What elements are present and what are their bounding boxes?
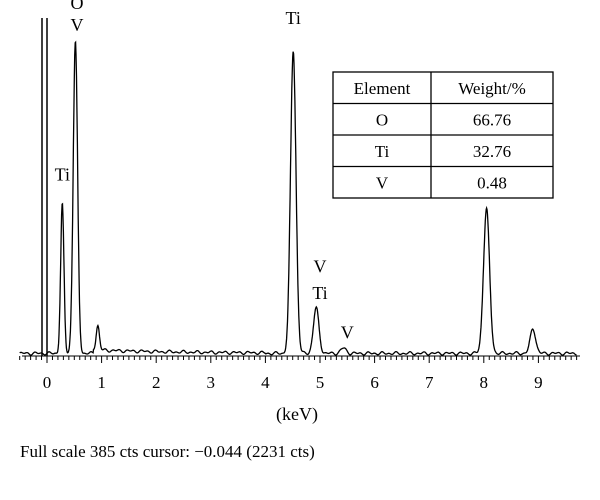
table-cell: 66.76 [473, 110, 511, 129]
table-cell: 32.76 [473, 142, 511, 161]
x-tick-label: 6 [370, 373, 379, 392]
table-header-cell: Weight/% [458, 79, 526, 98]
peak-label: V [71, 15, 84, 35]
x-tick-label: 2 [152, 373, 161, 392]
x-tick-label: 3 [207, 373, 216, 392]
x-tick-label: 1 [97, 373, 106, 392]
table-cell: Ti [375, 142, 390, 161]
composition-table: Element Weight/% O 66.76 Ti 32.76 V 0.48 [332, 71, 554, 199]
table-cell: V [376, 173, 389, 192]
x-tick-label: 7 [425, 373, 434, 392]
x-tick-label: 4 [261, 373, 270, 392]
x-tick-label: 9 [534, 373, 543, 392]
peak-label: Ti [286, 8, 301, 28]
table-cell: O [376, 110, 388, 129]
full-scale-text: Full scale 385 cts [20, 442, 139, 461]
x-tick-label: 0 [43, 373, 52, 392]
x-tick-label: 8 [480, 373, 489, 392]
peak-label: Ti [312, 283, 327, 303]
cursor-readout: cursor: −0.044 (2231 cts) [142, 442, 315, 461]
table-header-cell: Element [354, 79, 411, 98]
peak-label: V [314, 257, 327, 277]
x-tick-label: 5 [316, 373, 325, 392]
table-cell: 0.48 [477, 173, 507, 192]
spectrum-line [19, 40, 577, 356]
peak-label: O [71, 0, 84, 13]
x-axis-label: (keV) [276, 404, 318, 425]
footer-status: Full scale 385 cts cursor: −0.044 (2231 … [20, 442, 315, 462]
peak-label: V [341, 322, 354, 342]
peak-label: Ti [55, 164, 70, 184]
